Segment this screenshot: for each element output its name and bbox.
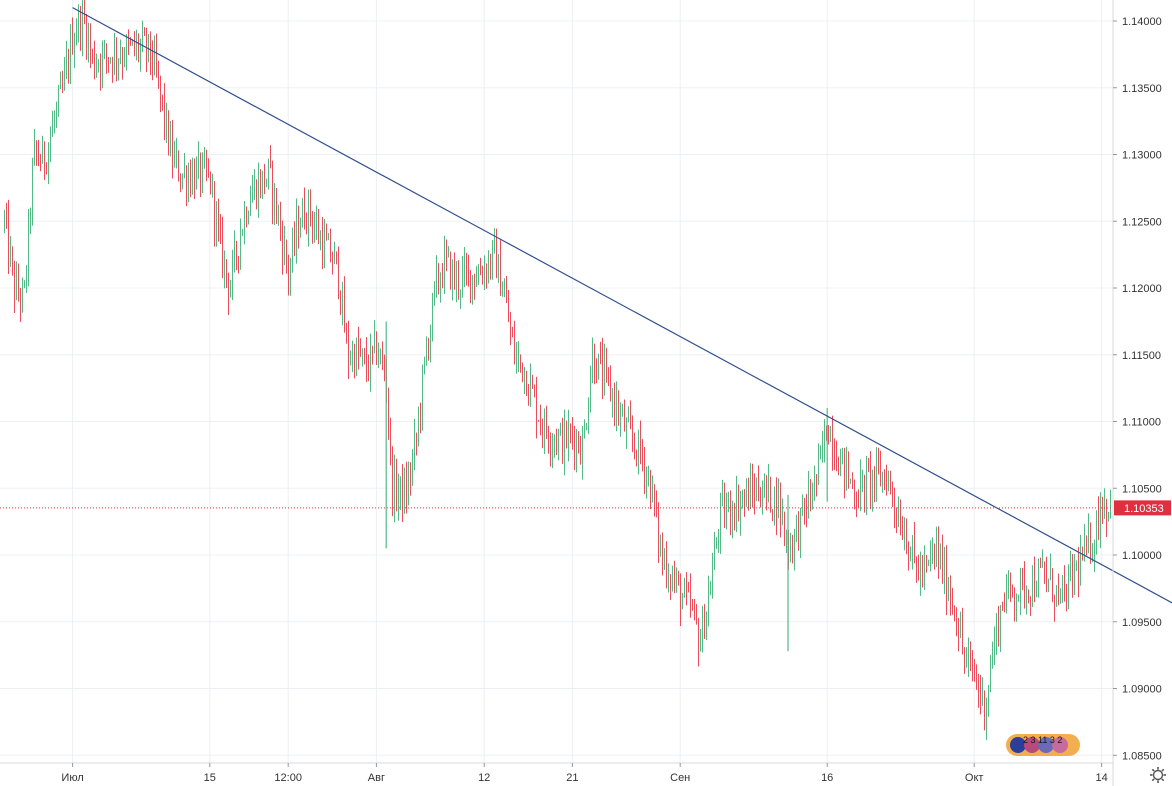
time-tick-label: 21 [566, 772, 578, 784]
current-price-value: 1.10353 [1124, 503, 1164, 515]
price-tick-label: 1.13500 [1122, 83, 1162, 95]
price-tick-label: 1.13000 [1122, 150, 1162, 162]
price-tick-label: 1.09500 [1122, 617, 1162, 629]
time-tick-label: 14 [1095, 772, 1107, 784]
price-tick-label: 1.11500 [1122, 350, 1161, 362]
price-tick-label: 1.10500 [1122, 483, 1162, 495]
current-price-tag [1114, 500, 1171, 516]
grid-lines [0, 0, 1113, 763]
time-tick-label: 16 [821, 772, 833, 784]
eu-flag-icon [1010, 737, 1026, 753]
events-bar-label: 2 3 11 3 2 [1023, 735, 1062, 745]
plot-background [0, 0, 1113, 763]
price-tick-label: 1.14000 [1122, 16, 1162, 28]
gear-icon [1152, 769, 1164, 781]
us-flag-icon [1024, 737, 1040, 753]
trendline[interactable] [72, 7, 1172, 613]
time-tick-label: 12:00 [274, 772, 302, 784]
price-tick-label: 1.12000 [1122, 283, 1162, 295]
time-tick-label: Авг [368, 772, 385, 784]
time-tick-label: Сен [670, 772, 690, 784]
price-tick-label: 1.10000 [1122, 550, 1162, 562]
us-flag-icon [1052, 737, 1068, 753]
time-tick-label: 15 [204, 772, 216, 784]
settings-button[interactable] [1150, 767, 1166, 783]
price-tick-label: 1.08500 [1122, 750, 1162, 762]
time-tick-label: Июл [61, 772, 83, 784]
price-tick-label: 1.09000 [1122, 684, 1162, 696]
price-tick-label: 1.11000 [1122, 417, 1161, 429]
eu-flag-icon [1038, 737, 1054, 753]
candle-series [4, 0, 1111, 741]
time-tick-label: 12 [478, 772, 490, 784]
time-tick-label: Окт [965, 772, 984, 784]
current-price-label: 1.10353 [1114, 500, 1171, 516]
price-tick-label: 1.12500 [1122, 216, 1162, 228]
price-axis[interactable]: 1.14000 1.13500 1.13000 1.12500 1.12000 1.115… [1113, 16, 1162, 762]
events-bar[interactable]: 2 3 11 3 2 [1006, 734, 1080, 756]
